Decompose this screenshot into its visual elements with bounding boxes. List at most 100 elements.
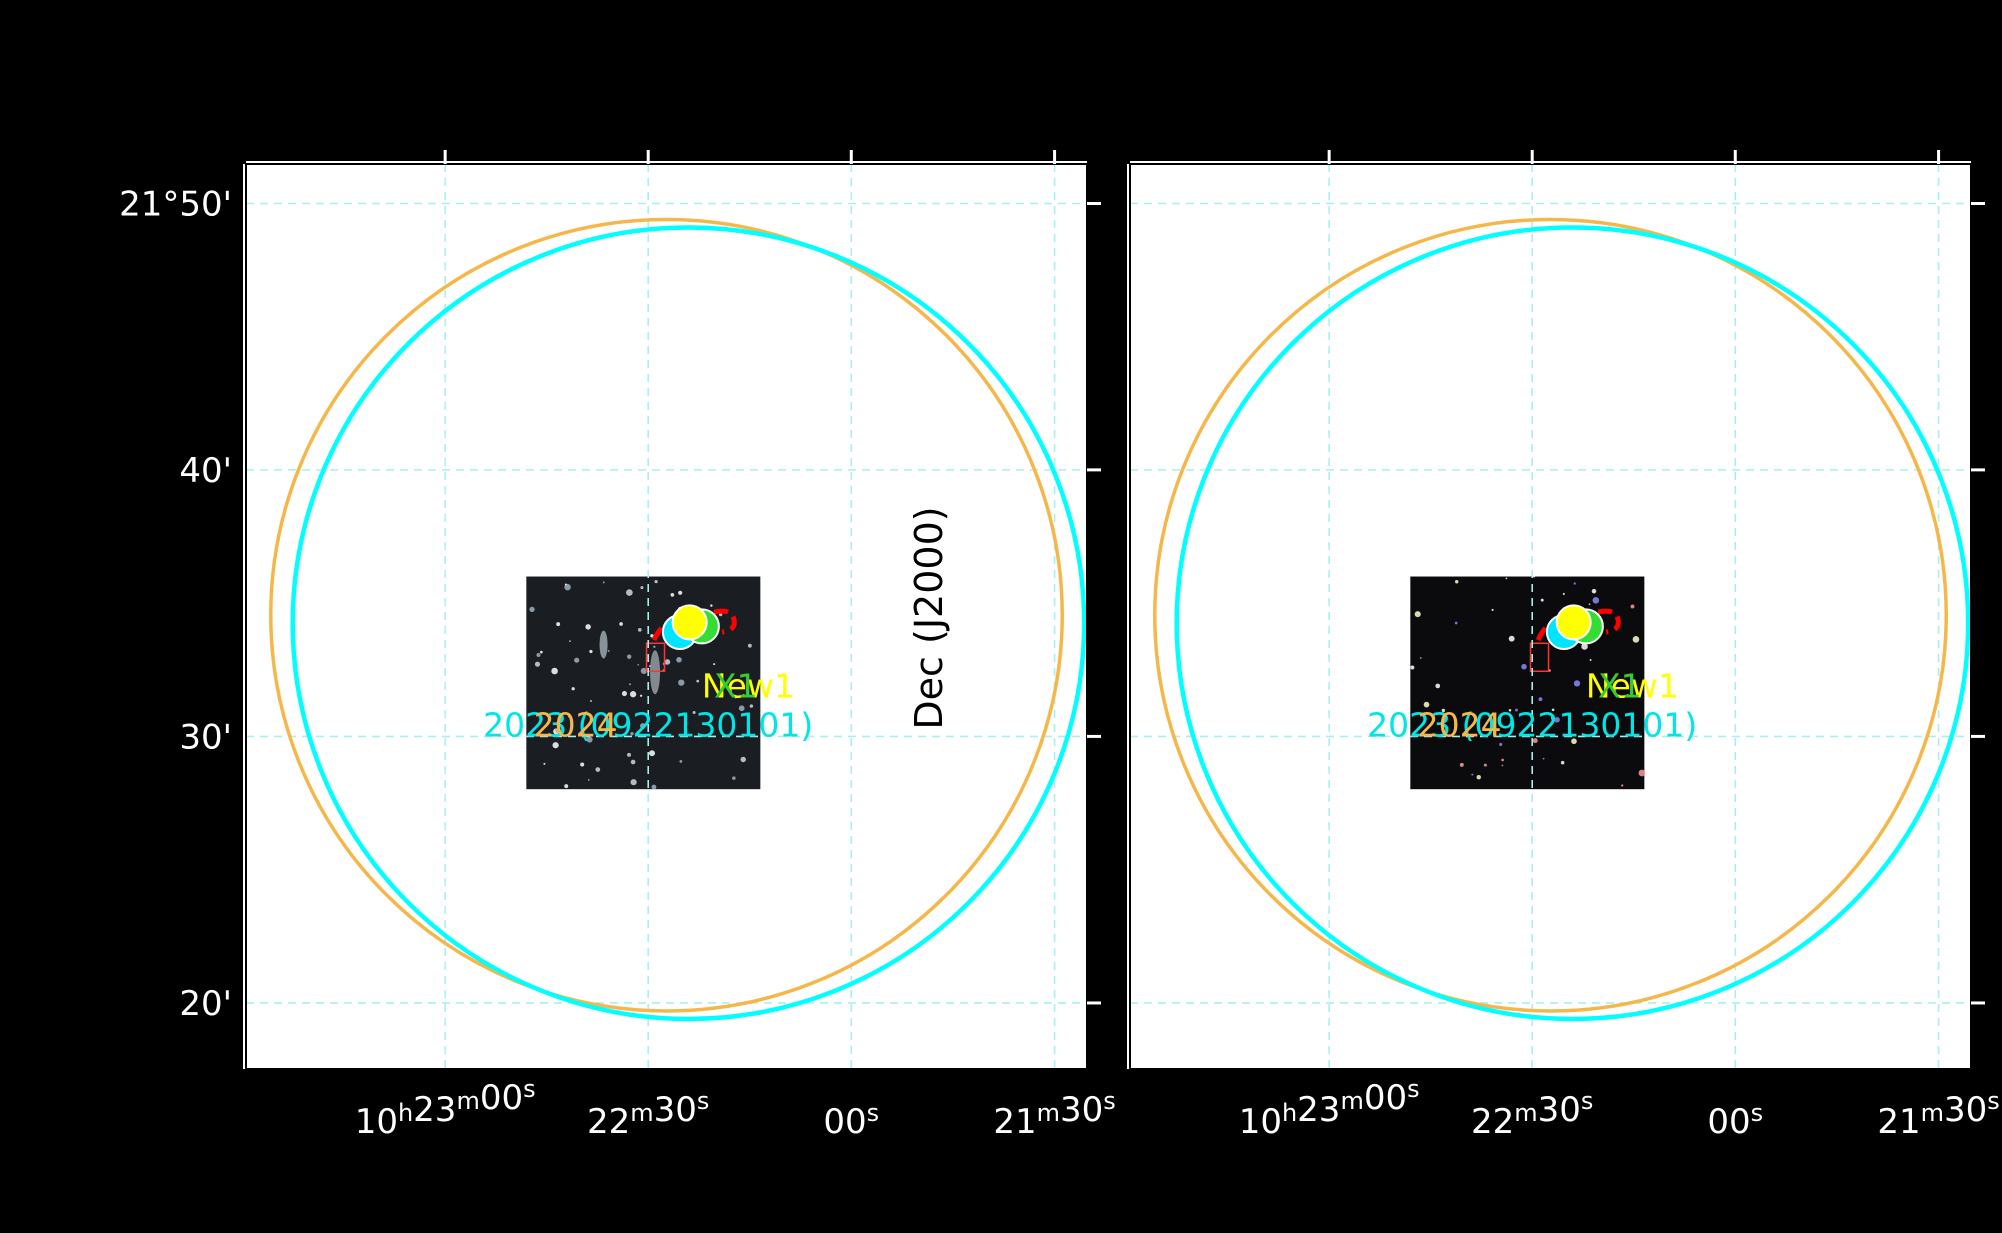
star — [630, 779, 637, 786]
star — [564, 784, 569, 789]
star — [619, 622, 623, 626]
star — [1410, 665, 1415, 670]
star — [630, 759, 636, 765]
x-tick-label: 00s — [823, 1099, 879, 1142]
region-circle — [1174, 225, 1971, 1022]
star — [1538, 697, 1543, 702]
star — [552, 742, 559, 749]
star — [749, 685, 752, 687]
source-point — [1555, 604, 1592, 641]
star — [1632, 636, 1640, 643]
star — [630, 731, 634, 736]
star — [1499, 742, 1503, 746]
panel-frame — [245, 163, 1088, 1070]
star — [650, 634, 654, 638]
star — [551, 667, 558, 675]
star — [626, 589, 633, 596]
star — [555, 728, 561, 733]
star — [1554, 717, 1560, 723]
star — [626, 654, 632, 659]
star — [749, 704, 754, 708]
star — [649, 750, 656, 757]
star — [567, 714, 571, 718]
star — [1521, 663, 1527, 670]
star — [602, 581, 605, 584]
x-tick-label: 21m30s — [993, 1087, 1115, 1142]
star — [651, 784, 657, 790]
star — [587, 779, 590, 781]
sky-image-inset — [526, 576, 761, 790]
star — [595, 767, 601, 772]
source-point — [671, 604, 708, 641]
star — [536, 652, 541, 658]
star — [529, 606, 535, 613]
star — [556, 622, 561, 627]
star — [676, 657, 682, 663]
star — [1571, 738, 1577, 745]
star — [539, 650, 543, 654]
star — [621, 691, 627, 697]
star — [1591, 588, 1597, 594]
star — [1414, 611, 1421, 618]
star — [564, 583, 567, 586]
star — [1459, 762, 1464, 767]
star — [670, 593, 675, 597]
star — [586, 736, 593, 743]
star — [1550, 716, 1555, 720]
star — [747, 643, 752, 648]
star — [569, 640, 571, 643]
box-region — [645, 642, 666, 673]
star — [580, 762, 585, 767]
star — [740, 756, 746, 763]
star — [1532, 738, 1538, 744]
galaxy — [650, 650, 661, 695]
star — [1581, 643, 1588, 650]
x-tick-label: 00s — [1707, 1099, 1763, 1142]
region-label: X1 — [1598, 667, 1642, 706]
x-tick-label: 10h23m00s — [355, 1075, 536, 1142]
star — [1560, 760, 1565, 765]
star — [713, 663, 716, 666]
star — [1542, 757, 1545, 760]
x-tick-label: 21m30s — [1877, 1087, 1999, 1142]
star — [738, 705, 745, 712]
region-circle — [1153, 217, 1948, 1013]
star — [1476, 774, 1481, 780]
region-circle — [290, 225, 1087, 1022]
star — [710, 604, 713, 607]
region-label: New1 — [1586, 667, 1679, 706]
star — [1589, 659, 1592, 662]
star — [1551, 708, 1555, 712]
star — [640, 586, 644, 590]
star — [1505, 577, 1508, 580]
star — [1562, 592, 1565, 596]
star — [1533, 575, 1536, 578]
y-tick-label: 21°50' — [119, 184, 232, 224]
star — [696, 679, 700, 683]
star — [589, 649, 593, 654]
star — [534, 661, 541, 667]
star — [1592, 597, 1600, 604]
region-label: New1 — [702, 667, 795, 706]
star — [1501, 758, 1504, 762]
star — [1630, 604, 1635, 609]
star — [571, 687, 575, 691]
region-label: 2024 — [534, 705, 618, 744]
x-tick-label: 10h23m00s — [1239, 1075, 1420, 1142]
star — [1455, 580, 1459, 584]
star — [637, 663, 640, 666]
y-tick-label: 40' — [179, 451, 232, 491]
region-label: 2024 — [1418, 705, 1502, 744]
region-label: X1 — [714, 667, 758, 706]
y-tick-label: 30' — [179, 717, 232, 757]
box-region — [1529, 642, 1550, 673]
star — [585, 624, 591, 630]
star — [664, 659, 671, 665]
star — [1540, 598, 1544, 602]
star — [639, 723, 646, 729]
star — [732, 776, 736, 780]
